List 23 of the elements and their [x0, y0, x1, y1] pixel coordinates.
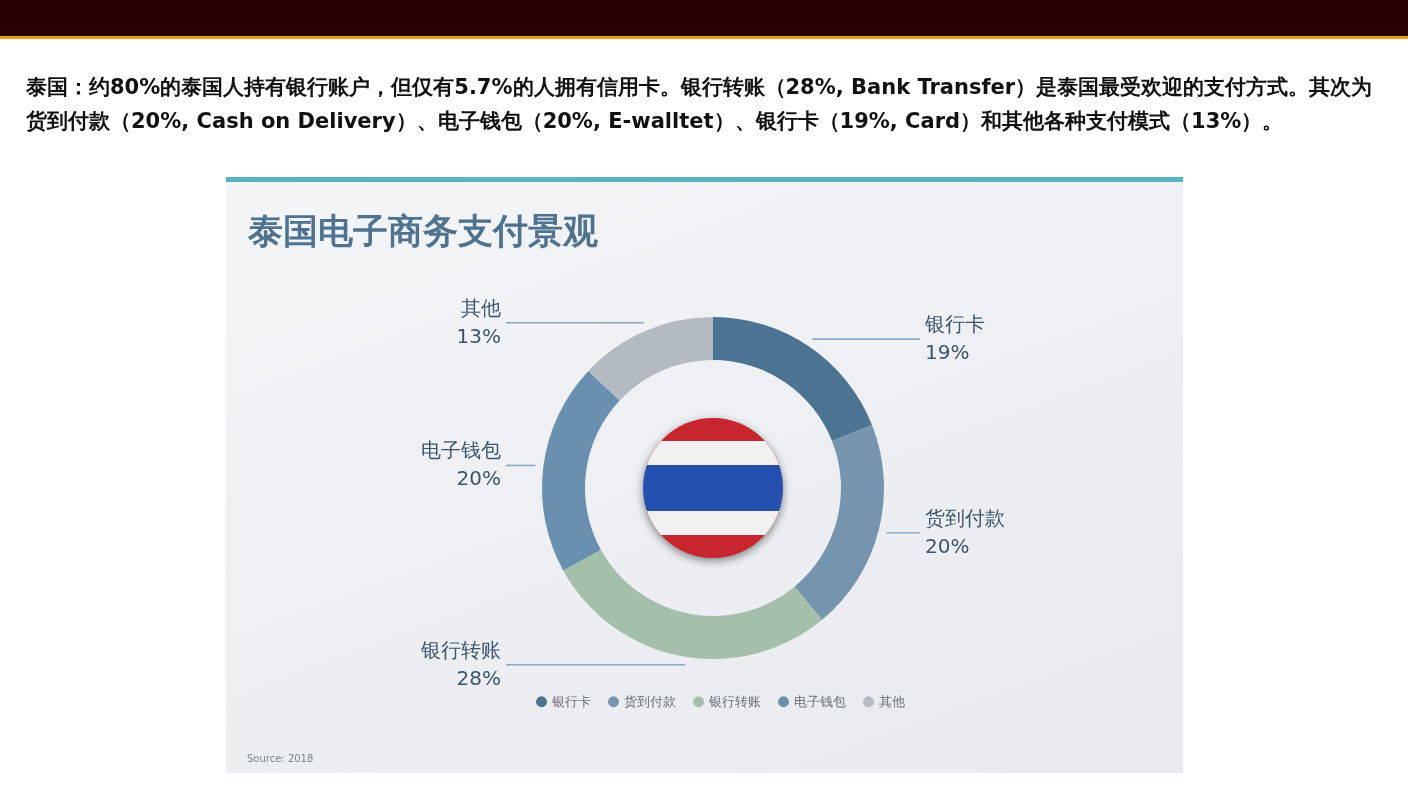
- data-label: 13%: [456, 323, 501, 348]
- legend-label: 银行卡: [551, 693, 591, 709]
- slice-label: 货到付款: [925, 505, 1005, 530]
- data-label: 20%: [925, 533, 970, 558]
- legend-label: 银行转账: [708, 693, 761, 709]
- text: 泰国：约80%的泰国人持有银行账户，但仅有5.7%的人拥有信用卡。银行转账（28%, Bank Transfer）是泰国最受欢迎的支付方式。其次为货到付款（20%, Cash on Delivery）、电子钱包（20%, E-walltet）、银行卡（19%, Card）和其他各种支付模式（13%）。: [26, 74, 1374, 135]
- slice-label: 银行卡: [924, 312, 985, 337]
- donut-slice: [588, 317, 713, 401]
- slice-label: 电子钱包: [421, 438, 501, 463]
- data-label: 19%: [925, 340, 970, 365]
- data-label: 28%: [456, 665, 501, 690]
- slice-label: 银行转账: [420, 637, 501, 662]
- legend-label: 其他: [879, 693, 905, 709]
- donut-slice: [713, 317, 872, 441]
- source-note: Source: 2018: [247, 753, 314, 764]
- legend-label: 货到付款: [624, 693, 676, 709]
- slice-label: 其他: [461, 295, 501, 320]
- donut-slice: [794, 425, 884, 620]
- donut-slice: [542, 370, 620, 571]
- donut-slice: [563, 549, 822, 659]
- legend-label: 电子钱包: [794, 693, 846, 709]
- chart-title: 泰国电子商务支付景观: [247, 211, 598, 251]
- data-label: 20%: [456, 466, 501, 491]
